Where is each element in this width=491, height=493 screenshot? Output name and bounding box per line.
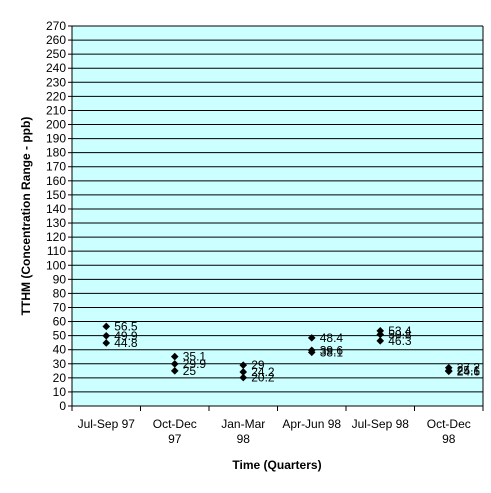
- y-axis-title: TTHM (Concentration Range - ppb): [19, 117, 33, 316]
- y-tick-label: 50: [53, 329, 67, 343]
- y-tick-label: 0: [59, 399, 66, 413]
- y-tick-label: 140: [46, 202, 66, 216]
- y-tick-label: 30: [53, 357, 67, 371]
- data-point: [170, 352, 179, 361]
- data-label: 56.5: [114, 319, 138, 333]
- y-tick-label: 100: [46, 258, 66, 272]
- y-tick-label: 170: [46, 160, 66, 174]
- data-points: [102, 322, 453, 382]
- grid-lines: [72, 25, 483, 393]
- data-label: 29.9: [183, 357, 207, 371]
- y-tick-label: 90: [53, 272, 67, 286]
- x-tick-label: Jan-Mar 98: [221, 417, 265, 446]
- x-tick-label: Apr-Jun 98: [282, 417, 341, 431]
- y-tick-label: 60: [53, 315, 67, 329]
- y-tick-label: 220: [46, 89, 66, 103]
- data-point: [170, 360, 179, 368]
- y-tick-label: 80: [53, 286, 67, 300]
- y-tick-label: 150: [46, 188, 66, 202]
- data-point: [376, 337, 385, 345]
- y-tick-label: 250: [46, 47, 66, 61]
- x-axis-title: Time (Quarters): [232, 458, 321, 472]
- data-label: 29: [251, 358, 265, 372]
- data-point: [239, 368, 248, 376]
- x-tick-label: Oct-Dec 97: [153, 417, 197, 446]
- data-label: 53.4: [388, 324, 412, 338]
- y-tick-label: 110: [47, 244, 66, 258]
- y-tick-labels: 0102030405060708090100110120130140150160…: [46, 19, 72, 413]
- data-label: 46.3: [388, 334, 412, 348]
- y-tick-label: 10: [53, 385, 67, 399]
- y-tick-label: 120: [46, 230, 66, 244]
- y-tick-label: 260: [46, 33, 66, 47]
- y-tick-label: 230: [46, 75, 66, 89]
- data-label: 24.2: [251, 365, 275, 379]
- y-tick-label: 210: [46, 103, 66, 117]
- data-point: [239, 373, 248, 382]
- data-label: 49.9: [114, 329, 138, 343]
- x-tick-label: Oct-Dec 98: [427, 417, 471, 446]
- x-tick-labels: Jul-Sep 97 Oct-Dec 97 Jan-Mar 98 Apr-Jun 98 Ju…: [71, 406, 484, 446]
- y-tick-label: 180: [46, 146, 66, 160]
- data-label: 48.4: [320, 331, 344, 345]
- data-point: [307, 334, 316, 342]
- data-label: 25.1: [457, 364, 481, 378]
- data-label: 27.2: [457, 361, 481, 375]
- y-tick-label: 130: [46, 216, 66, 230]
- data-point: [307, 348, 316, 357]
- data-label: 39.6: [320, 343, 344, 357]
- data-label: 50.8: [388, 328, 412, 342]
- y-tick-label: 160: [46, 174, 66, 188]
- y-tick-label: 200: [46, 118, 66, 132]
- data-point: [376, 330, 385, 339]
- y-tick-label: 40: [53, 343, 67, 357]
- data-point: [102, 331, 111, 340]
- y-tick-label: 240: [46, 61, 66, 75]
- plot-area: [72, 26, 483, 406]
- data-point: [170, 367, 179, 375]
- data-point: [102, 339, 111, 347]
- x-tick-label: Jul-Sep 97: [78, 417, 136, 431]
- y-tick-label: 20: [53, 371, 67, 385]
- data-label: 25: [183, 364, 197, 378]
- data-label: 38.1: [320, 345, 344, 359]
- data-point: [444, 367, 453, 376]
- data-point: [239, 361, 248, 369]
- y-tick-label: 270: [46, 19, 66, 33]
- data-label: 44.8: [114, 336, 138, 350]
- data-label: 24.6: [457, 364, 481, 378]
- x-tick-label: Jul-Sep 98: [352, 417, 410, 431]
- data-point: [102, 322, 111, 331]
- y-tick-label: 70: [53, 300, 67, 314]
- y-tick-label: 190: [46, 132, 66, 146]
- data-label: 20.2: [251, 371, 275, 385]
- data-label: 35.1: [183, 350, 207, 364]
